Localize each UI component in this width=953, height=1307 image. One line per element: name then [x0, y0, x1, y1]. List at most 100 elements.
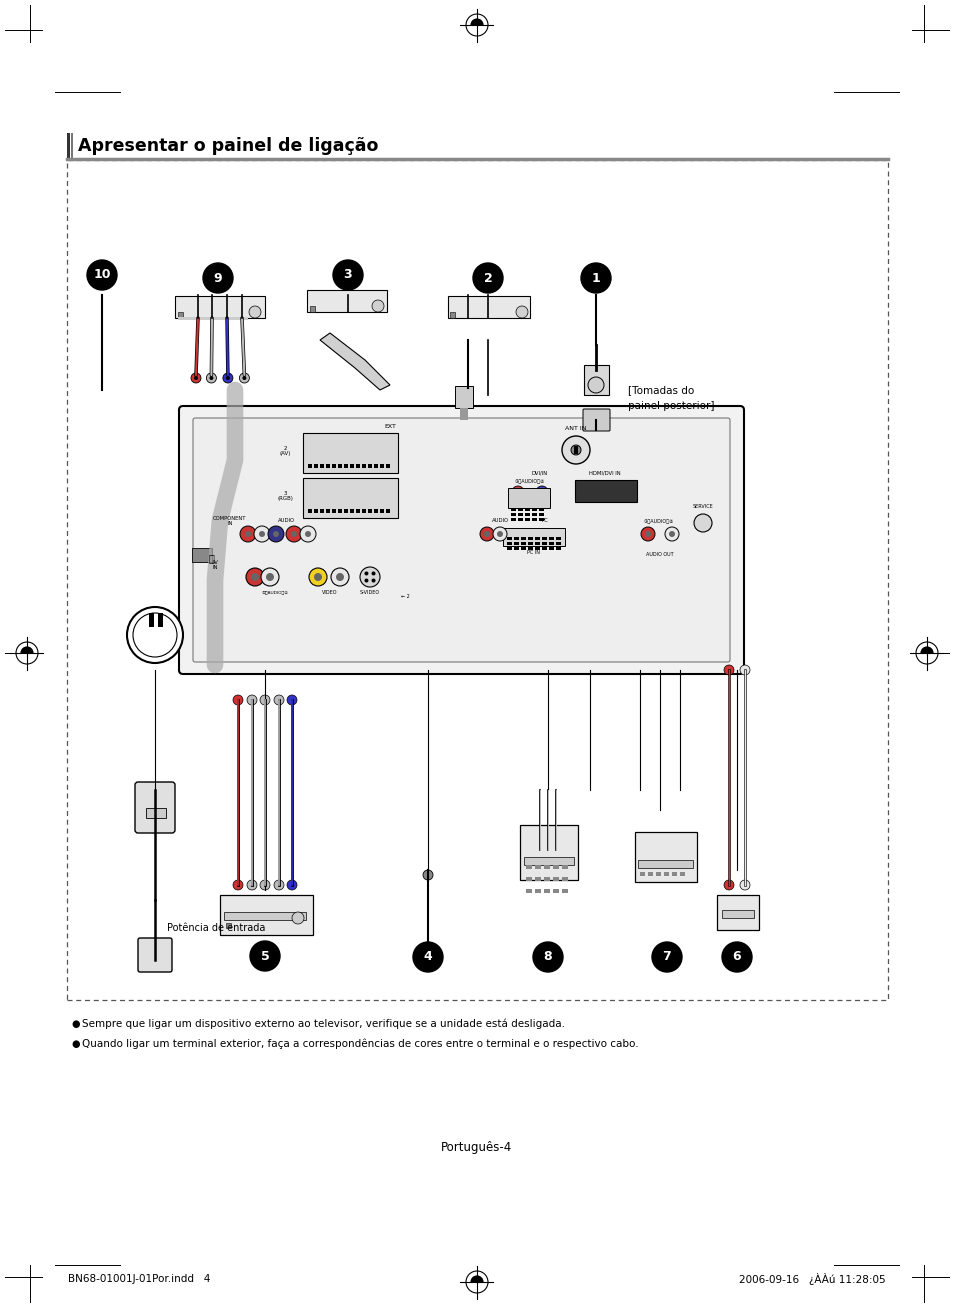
Text: 3: 3 [343, 268, 352, 281]
Bar [721, 910, 753, 918]
Bar [647, 872, 652, 876]
Bar [520, 542, 525, 545]
Circle shape [132, 613, 177, 657]
Bar [368, 464, 372, 468]
Bar [459, 408, 468, 420]
Circle shape [664, 527, 679, 541]
Text: 7: 7 [662, 950, 671, 963]
Text: 9: 9 [213, 272, 222, 285]
Bar [517, 518, 522, 521]
Circle shape [335, 572, 344, 582]
Circle shape [273, 531, 278, 537]
Text: 10: 10 [93, 268, 111, 281]
Text: painel posterior]: painel posterior] [627, 401, 714, 410]
Bar [506, 548, 512, 550]
Bar [350, 464, 354, 468]
Bar [535, 889, 540, 893]
Circle shape [258, 531, 265, 537]
FancyBboxPatch shape [193, 418, 729, 663]
FancyBboxPatch shape [135, 782, 174, 833]
Bar [548, 537, 554, 540]
Wedge shape [470, 1276, 483, 1282]
Circle shape [644, 531, 650, 537]
Circle shape [87, 260, 117, 290]
Bar [519, 825, 578, 880]
Circle shape [422, 870, 433, 880]
Text: Potência de entrada: Potência de entrada [167, 923, 265, 933]
Circle shape [286, 525, 302, 542]
Bar [368, 508, 372, 514]
Bar [344, 508, 348, 514]
Circle shape [239, 372, 249, 383]
Bar [450, 312, 455, 318]
Bar [538, 518, 543, 521]
Bar [344, 464, 348, 468]
Bar [524, 508, 530, 511]
Bar [350, 508, 354, 514]
Bar [326, 464, 330, 468]
Circle shape [640, 527, 655, 541]
Text: ①・AUDIO・②: ①・AUDIO・② [515, 480, 544, 485]
Text: PC IN: PC IN [527, 549, 540, 554]
Text: 5: 5 [260, 949, 269, 962]
Circle shape [233, 695, 243, 704]
Bar [532, 518, 537, 521]
Circle shape [246, 569, 264, 586]
Circle shape [305, 531, 311, 537]
Circle shape [127, 606, 183, 663]
Circle shape [274, 695, 284, 704]
Text: ●: ● [71, 1019, 80, 1029]
Bar [532, 514, 537, 516]
Bar [535, 865, 540, 869]
Circle shape [536, 486, 547, 498]
Text: AV
IN: AV IN [212, 559, 218, 570]
Bar [553, 877, 558, 881]
Bar [524, 518, 530, 521]
Circle shape [299, 525, 315, 542]
Bar [379, 464, 384, 468]
Bar [663, 872, 668, 876]
Bar [556, 548, 560, 550]
Text: 🔒: 🔒 [208, 553, 213, 563]
Circle shape [740, 880, 749, 890]
Bar [332, 508, 335, 514]
Circle shape [314, 572, 322, 582]
Circle shape [479, 527, 494, 541]
Text: EXT: EXT [384, 425, 395, 430]
Circle shape [292, 912, 304, 924]
Circle shape [693, 514, 711, 532]
Bar [226, 923, 231, 928]
Bar [502, 528, 564, 546]
Bar [374, 508, 377, 514]
Text: ●: ● [71, 1039, 80, 1050]
Circle shape [493, 527, 506, 541]
Bar [310, 306, 314, 312]
Text: 2006-09-16   ¿ÀÀú 11:28:05: 2006-09-16 ¿ÀÀú 11:28:05 [739, 1273, 885, 1285]
Bar [538, 508, 543, 511]
Bar [511, 508, 516, 511]
Bar [374, 464, 377, 468]
Circle shape [533, 942, 562, 972]
Bar [517, 514, 522, 516]
Text: S-VIDEO: S-VIDEO [359, 589, 379, 595]
Circle shape [247, 695, 256, 704]
Bar [639, 872, 644, 876]
Wedge shape [920, 654, 933, 660]
Circle shape [651, 942, 681, 972]
Text: ANT IN: ANT IN [565, 426, 586, 430]
Text: HDMI/DVI IN: HDMI/DVI IN [589, 471, 620, 476]
Circle shape [206, 372, 216, 383]
Bar [361, 508, 366, 514]
Bar [314, 464, 317, 468]
Bar [303, 433, 397, 473]
Circle shape [331, 569, 349, 586]
Circle shape [512, 486, 523, 498]
Text: AUDIO OUT: AUDIO OUT [645, 552, 673, 557]
Text: VIDEO: VIDEO [322, 589, 337, 595]
FancyBboxPatch shape [582, 409, 609, 431]
Circle shape [580, 263, 610, 293]
Circle shape [561, 437, 589, 464]
Circle shape [413, 942, 442, 972]
Bar [527, 537, 533, 540]
Bar [337, 508, 341, 514]
